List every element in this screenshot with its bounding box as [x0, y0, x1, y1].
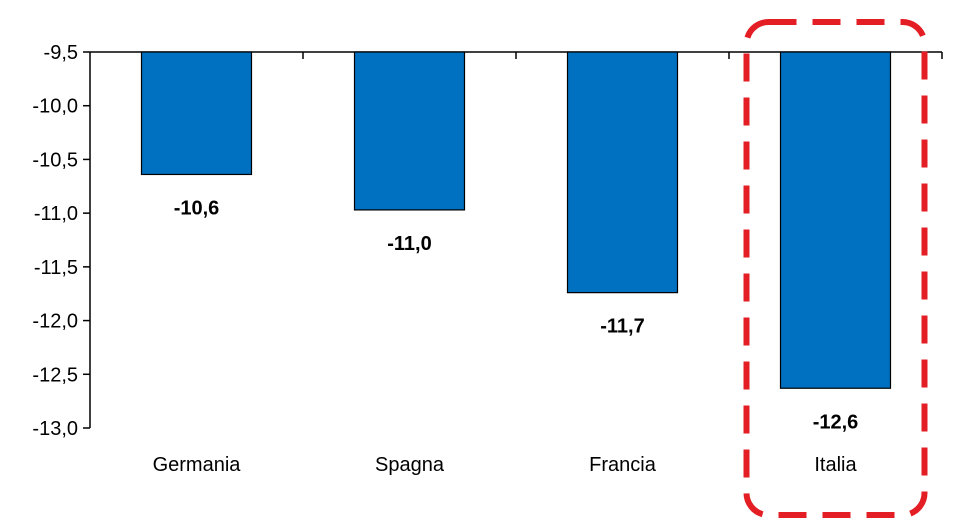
data-label-italia: -12,6 [813, 411, 859, 433]
data-label-francia: -11,7 [600, 316, 644, 338]
y-axis: -9,5 -10,0 -10,5 -11,0 -11,5 -12,0 -12,5 -13,0 [32, 42, 91, 440]
italia-highlight-box [743, 19, 928, 518]
y-tick-label: -10,5 [32, 149, 78, 171]
data-label-germania: -10,6 [174, 197, 220, 219]
bar-francia [566, 51, 679, 294]
y-tick-label: -11,5 [34, 257, 78, 279]
category-label-francia: Francia [589, 454, 657, 476]
y-tick-label: -12,0 [32, 311, 78, 333]
data-label-spagna: -11,0 [387, 233, 431, 255]
y-tick-label: -9,5 [44, 42, 78, 64]
y-tick-label: -11,0 [34, 203, 78, 225]
y-tick-label: -10,0 [32, 96, 78, 118]
data-labels: -10,6 -11,0 -11,7 -12,6 [174, 197, 859, 433]
category-labels: Germania Spagna Francia Italia [153, 454, 858, 476]
bar-spagna [353, 51, 466, 211]
bars [140, 51, 892, 389]
category-label-italia: Italia [814, 454, 857, 476]
bar-germania [140, 51, 253, 176]
y-tick-label: -13,0 [32, 418, 78, 440]
bar-italia [779, 51, 892, 389]
category-label-spagna: Spagna [375, 454, 445, 476]
category-label-germania: Germania [153, 454, 242, 476]
y-tick-label: -12,5 [32, 364, 78, 386]
